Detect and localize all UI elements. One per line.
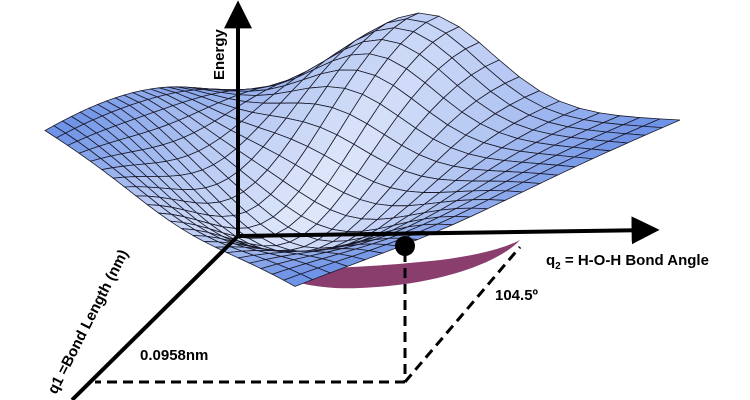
surface-underside (260, 240, 520, 289)
bond-angle-value: 104.5º (495, 287, 539, 304)
energy-minimum-point (395, 236, 415, 256)
energy-axis-label: Energy (211, 28, 228, 80)
q1-axis (70, 234, 240, 400)
q1-axis-label: q1 =Bond Length (nm) (44, 247, 132, 397)
q2-axis-label: q2 = H-O-H Bond Angle (546, 252, 709, 272)
surface-mesh (44, 12, 681, 287)
q2-axis (237, 216, 660, 245)
bond-length-value: 0.0958nm (140, 347, 208, 364)
q2-projection-line (403, 246, 522, 383)
surface-cell (282, 273, 314, 287)
